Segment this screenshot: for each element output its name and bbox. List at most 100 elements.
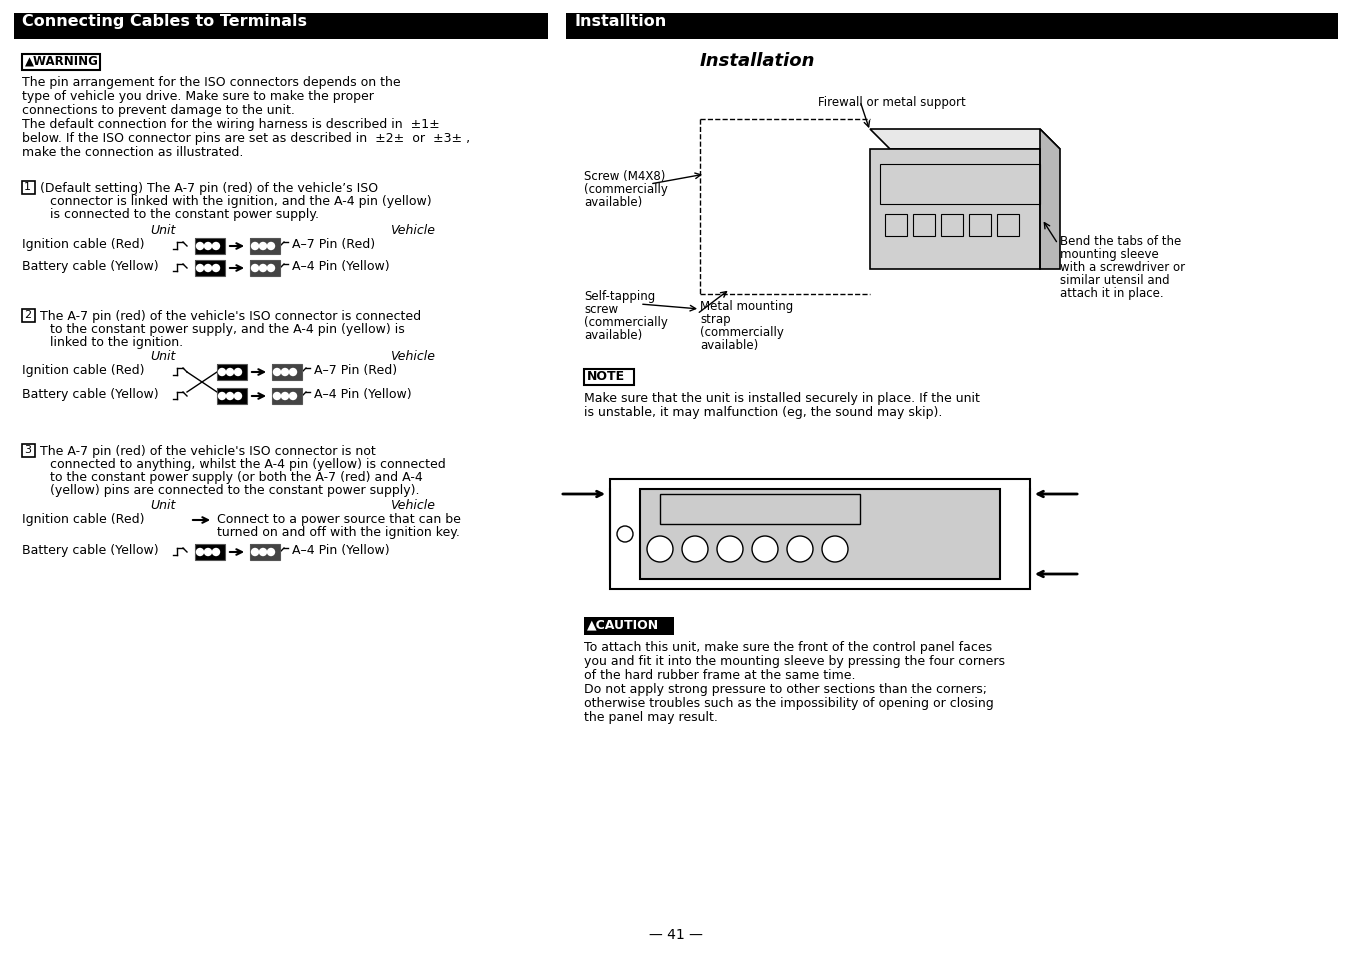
Bar (250, 261, 280, 276)
Circle shape (227, 369, 234, 376)
Circle shape (752, 537, 777, 562)
Circle shape (234, 369, 242, 376)
Bar (869, 150, 1040, 270)
Text: Screw (M4X8): Screw (M4X8) (584, 170, 665, 183)
Circle shape (268, 243, 274, 251)
Text: ▲WARNING: ▲WARNING (24, 55, 99, 68)
Bar (22, 310, 35, 323)
Text: (commercially: (commercially (700, 326, 784, 338)
Circle shape (681, 537, 708, 562)
Circle shape (227, 393, 234, 400)
Text: mounting sleeve: mounting sleeve (1060, 248, 1159, 261)
Circle shape (289, 369, 296, 376)
Bar (218, 365, 247, 380)
Text: Self-tapping: Self-tapping (584, 290, 656, 303)
Text: (commercially: (commercially (584, 315, 668, 329)
Bar (272, 389, 301, 405)
Text: A–4 Pin (Yellow): A–4 Pin (Yellow) (292, 260, 389, 273)
Bar (272, 389, 301, 405)
Text: A–4 Pin (Yellow): A–4 Pin (Yellow) (314, 388, 411, 400)
Bar (195, 544, 224, 560)
Bar (996, 214, 1019, 236)
Text: you and fit it into the mounting sleeve by pressing the four corners: you and fit it into the mounting sleeve … (584, 655, 1005, 667)
Circle shape (281, 393, 288, 400)
Bar (22, 55, 100, 71)
Text: turned on and off with the ignition key.: turned on and off with the ignition key. (218, 525, 460, 538)
Circle shape (273, 369, 280, 376)
Text: (commercially: (commercially (584, 183, 668, 195)
Bar (660, 495, 860, 524)
Bar (913, 214, 936, 236)
Text: of the hard rubber frame at the same time.: of the hard rubber frame at the same tim… (584, 668, 856, 681)
Text: available): available) (584, 329, 642, 341)
Circle shape (273, 393, 280, 400)
Circle shape (260, 549, 266, 556)
Bar (639, 490, 1000, 579)
Bar (250, 239, 280, 254)
Text: A–7 Pin (Red): A–7 Pin (Red) (314, 364, 397, 376)
Text: Unit: Unit (150, 498, 176, 512)
Text: similar utensil and: similar utensil and (1060, 274, 1169, 287)
Text: below. If the ISO connector pins are set as described in  ±2±  or  ±3± ,: below. If the ISO connector pins are set… (22, 132, 470, 145)
Bar (869, 150, 1040, 270)
Polygon shape (869, 130, 1060, 150)
Text: A–4 Pin (Yellow): A–4 Pin (Yellow) (292, 543, 389, 557)
Bar (250, 239, 280, 254)
Text: Unit: Unit (150, 224, 176, 236)
Text: Vehicle: Vehicle (389, 498, 435, 512)
Text: Bend the tabs of the: Bend the tabs of the (1060, 234, 1182, 248)
Bar (218, 365, 247, 380)
Text: The A-7 pin (red) of the vehicle's ISO connector is not: The A-7 pin (red) of the vehicle's ISO c… (41, 444, 376, 457)
Text: Ignition cable (Red): Ignition cable (Red) (22, 364, 145, 376)
Circle shape (212, 265, 219, 273)
Circle shape (251, 549, 258, 556)
Bar (195, 544, 224, 560)
Text: screw: screw (584, 303, 618, 315)
Bar (218, 389, 247, 405)
Circle shape (260, 265, 266, 273)
Text: ▲CAUTION: ▲CAUTION (587, 618, 660, 630)
Text: 3: 3 (24, 444, 31, 455)
Bar (14, 14, 548, 40)
Circle shape (196, 265, 204, 273)
Text: Ignition cable (Red): Ignition cable (Red) (22, 513, 145, 525)
Text: Do not apply strong pressure to other sections than the corners;: Do not apply strong pressure to other se… (584, 682, 987, 696)
Circle shape (251, 265, 258, 273)
Polygon shape (1040, 130, 1060, 270)
Circle shape (268, 549, 274, 556)
Text: NOTE: NOTE (587, 370, 625, 382)
Text: strap: strap (700, 313, 730, 326)
Bar (195, 239, 224, 254)
Text: (Default setting) The A-7 pin (red) of the vehicle’s ISO: (Default setting) The A-7 pin (red) of t… (41, 182, 379, 194)
Circle shape (204, 265, 211, 273)
Bar (886, 214, 907, 236)
Circle shape (204, 549, 211, 556)
Text: 2: 2 (24, 310, 31, 319)
Text: is connected to the constant power supply.: is connected to the constant power suppl… (50, 208, 319, 221)
Text: make the connection as illustrated.: make the connection as illustrated. (22, 146, 243, 159)
Text: A–7 Pin (Red): A–7 Pin (Red) (292, 237, 375, 251)
Text: with a screwdriver or: with a screwdriver or (1060, 261, 1186, 274)
Circle shape (617, 526, 633, 542)
Bar (880, 165, 1040, 205)
Text: Ignition cable (Red): Ignition cable (Red) (22, 237, 145, 251)
Circle shape (787, 537, 813, 562)
Text: Battery cable (Yellow): Battery cable (Yellow) (22, 260, 158, 273)
Text: — 41 —: — 41 — (649, 927, 703, 941)
Text: The A-7 pin (red) of the vehicle's ISO connector is connected: The A-7 pin (red) of the vehicle's ISO c… (41, 310, 420, 323)
Circle shape (212, 549, 219, 556)
Text: connected to anything, whilst the A-4 pin (yellow) is connected: connected to anything, whilst the A-4 pi… (50, 457, 446, 471)
Bar (941, 214, 963, 236)
Bar (22, 444, 35, 457)
Bar (566, 14, 1338, 40)
Text: Installation: Installation (700, 52, 815, 70)
Text: Unit: Unit (150, 350, 176, 363)
Bar (272, 365, 301, 380)
Bar (584, 370, 634, 386)
Text: connector is linked with the ignition, and the A-4 pin (yellow): connector is linked with the ignition, a… (50, 194, 431, 208)
Text: To attach this unit, make sure the front of the control panel faces: To attach this unit, make sure the front… (584, 640, 992, 654)
Bar (195, 261, 224, 276)
Bar (969, 214, 991, 236)
Text: is unstable, it may malfunction (eg, the sound may skip).: is unstable, it may malfunction (eg, the… (584, 406, 942, 418)
Text: type of vehicle you drive. Make sure to make the proper: type of vehicle you drive. Make sure to … (22, 90, 375, 103)
